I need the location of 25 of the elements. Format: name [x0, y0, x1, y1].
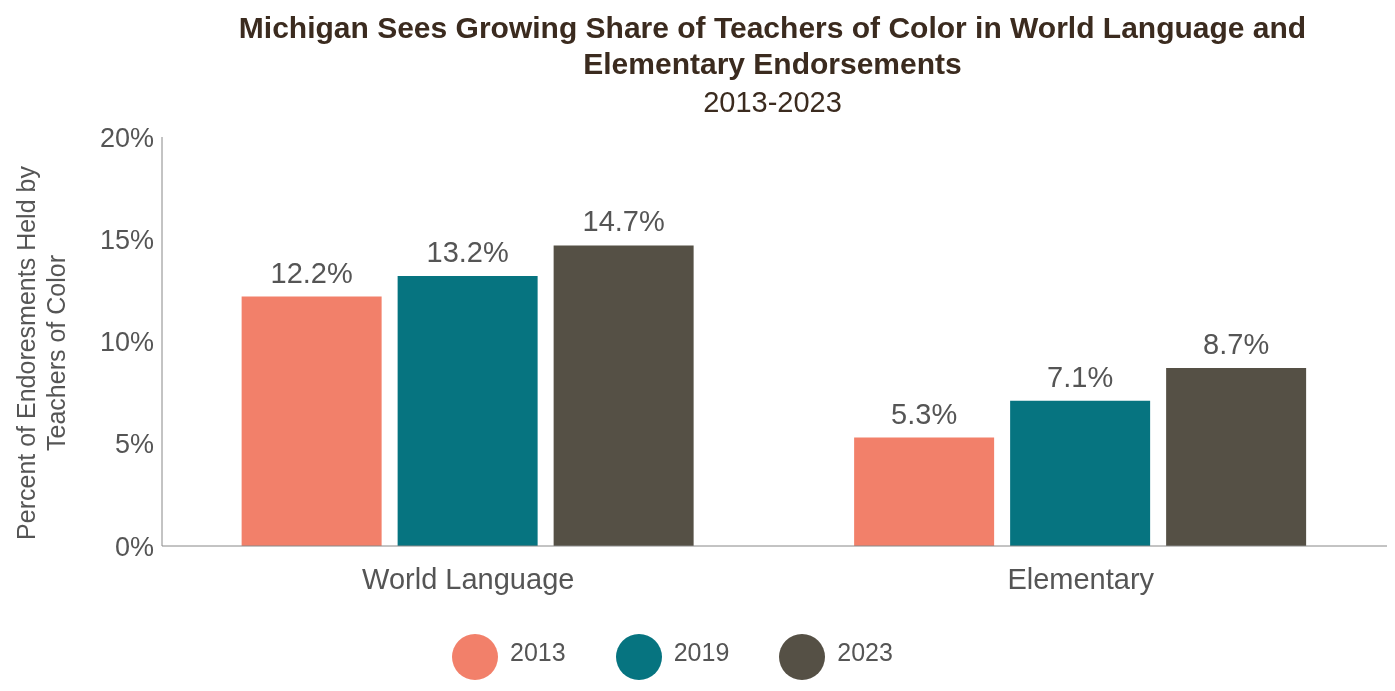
bar: [241, 296, 382, 546]
data-label: 12.2%: [270, 256, 353, 289]
bar: [397, 276, 538, 546]
legend-label: 2023: [837, 638, 893, 667]
bar: [1010, 400, 1151, 546]
y-tick-label: 0%: [114, 531, 154, 562]
data-label: 7.1%: [1047, 360, 1114, 393]
y-tick-label: 20%: [99, 122, 154, 153]
x-tick-label: World Language: [362, 562, 575, 595]
bar: [553, 245, 694, 546]
bar: [1166, 368, 1307, 546]
data-label: 14.7%: [582, 205, 665, 238]
y-tick-label: 15%: [99, 224, 154, 255]
chart-subtitle: 2013-2023: [702, 85, 843, 120]
legend-label: 2019: [673, 638, 730, 667]
y-tick-label: 10%: [99, 327, 154, 358]
x-tick-label: Elementary: [1007, 562, 1155, 595]
legend-label: 2013: [510, 638, 566, 667]
chart-title: Michigan Sees Growing Share of Teachers of Color in World Language and Elementary Endorsements: [237, 10, 1308, 82]
y-tick-label: 5%: [114, 429, 154, 460]
data-label: 5.3%: [891, 397, 958, 430]
data-label: 8.7%: [1203, 328, 1270, 361]
y-axis-title: Percent of Endoresments Held by Teachers of Color: [11, 165, 71, 542]
bar: [854, 437, 995, 546]
data-label: 13.2%: [426, 236, 509, 269]
